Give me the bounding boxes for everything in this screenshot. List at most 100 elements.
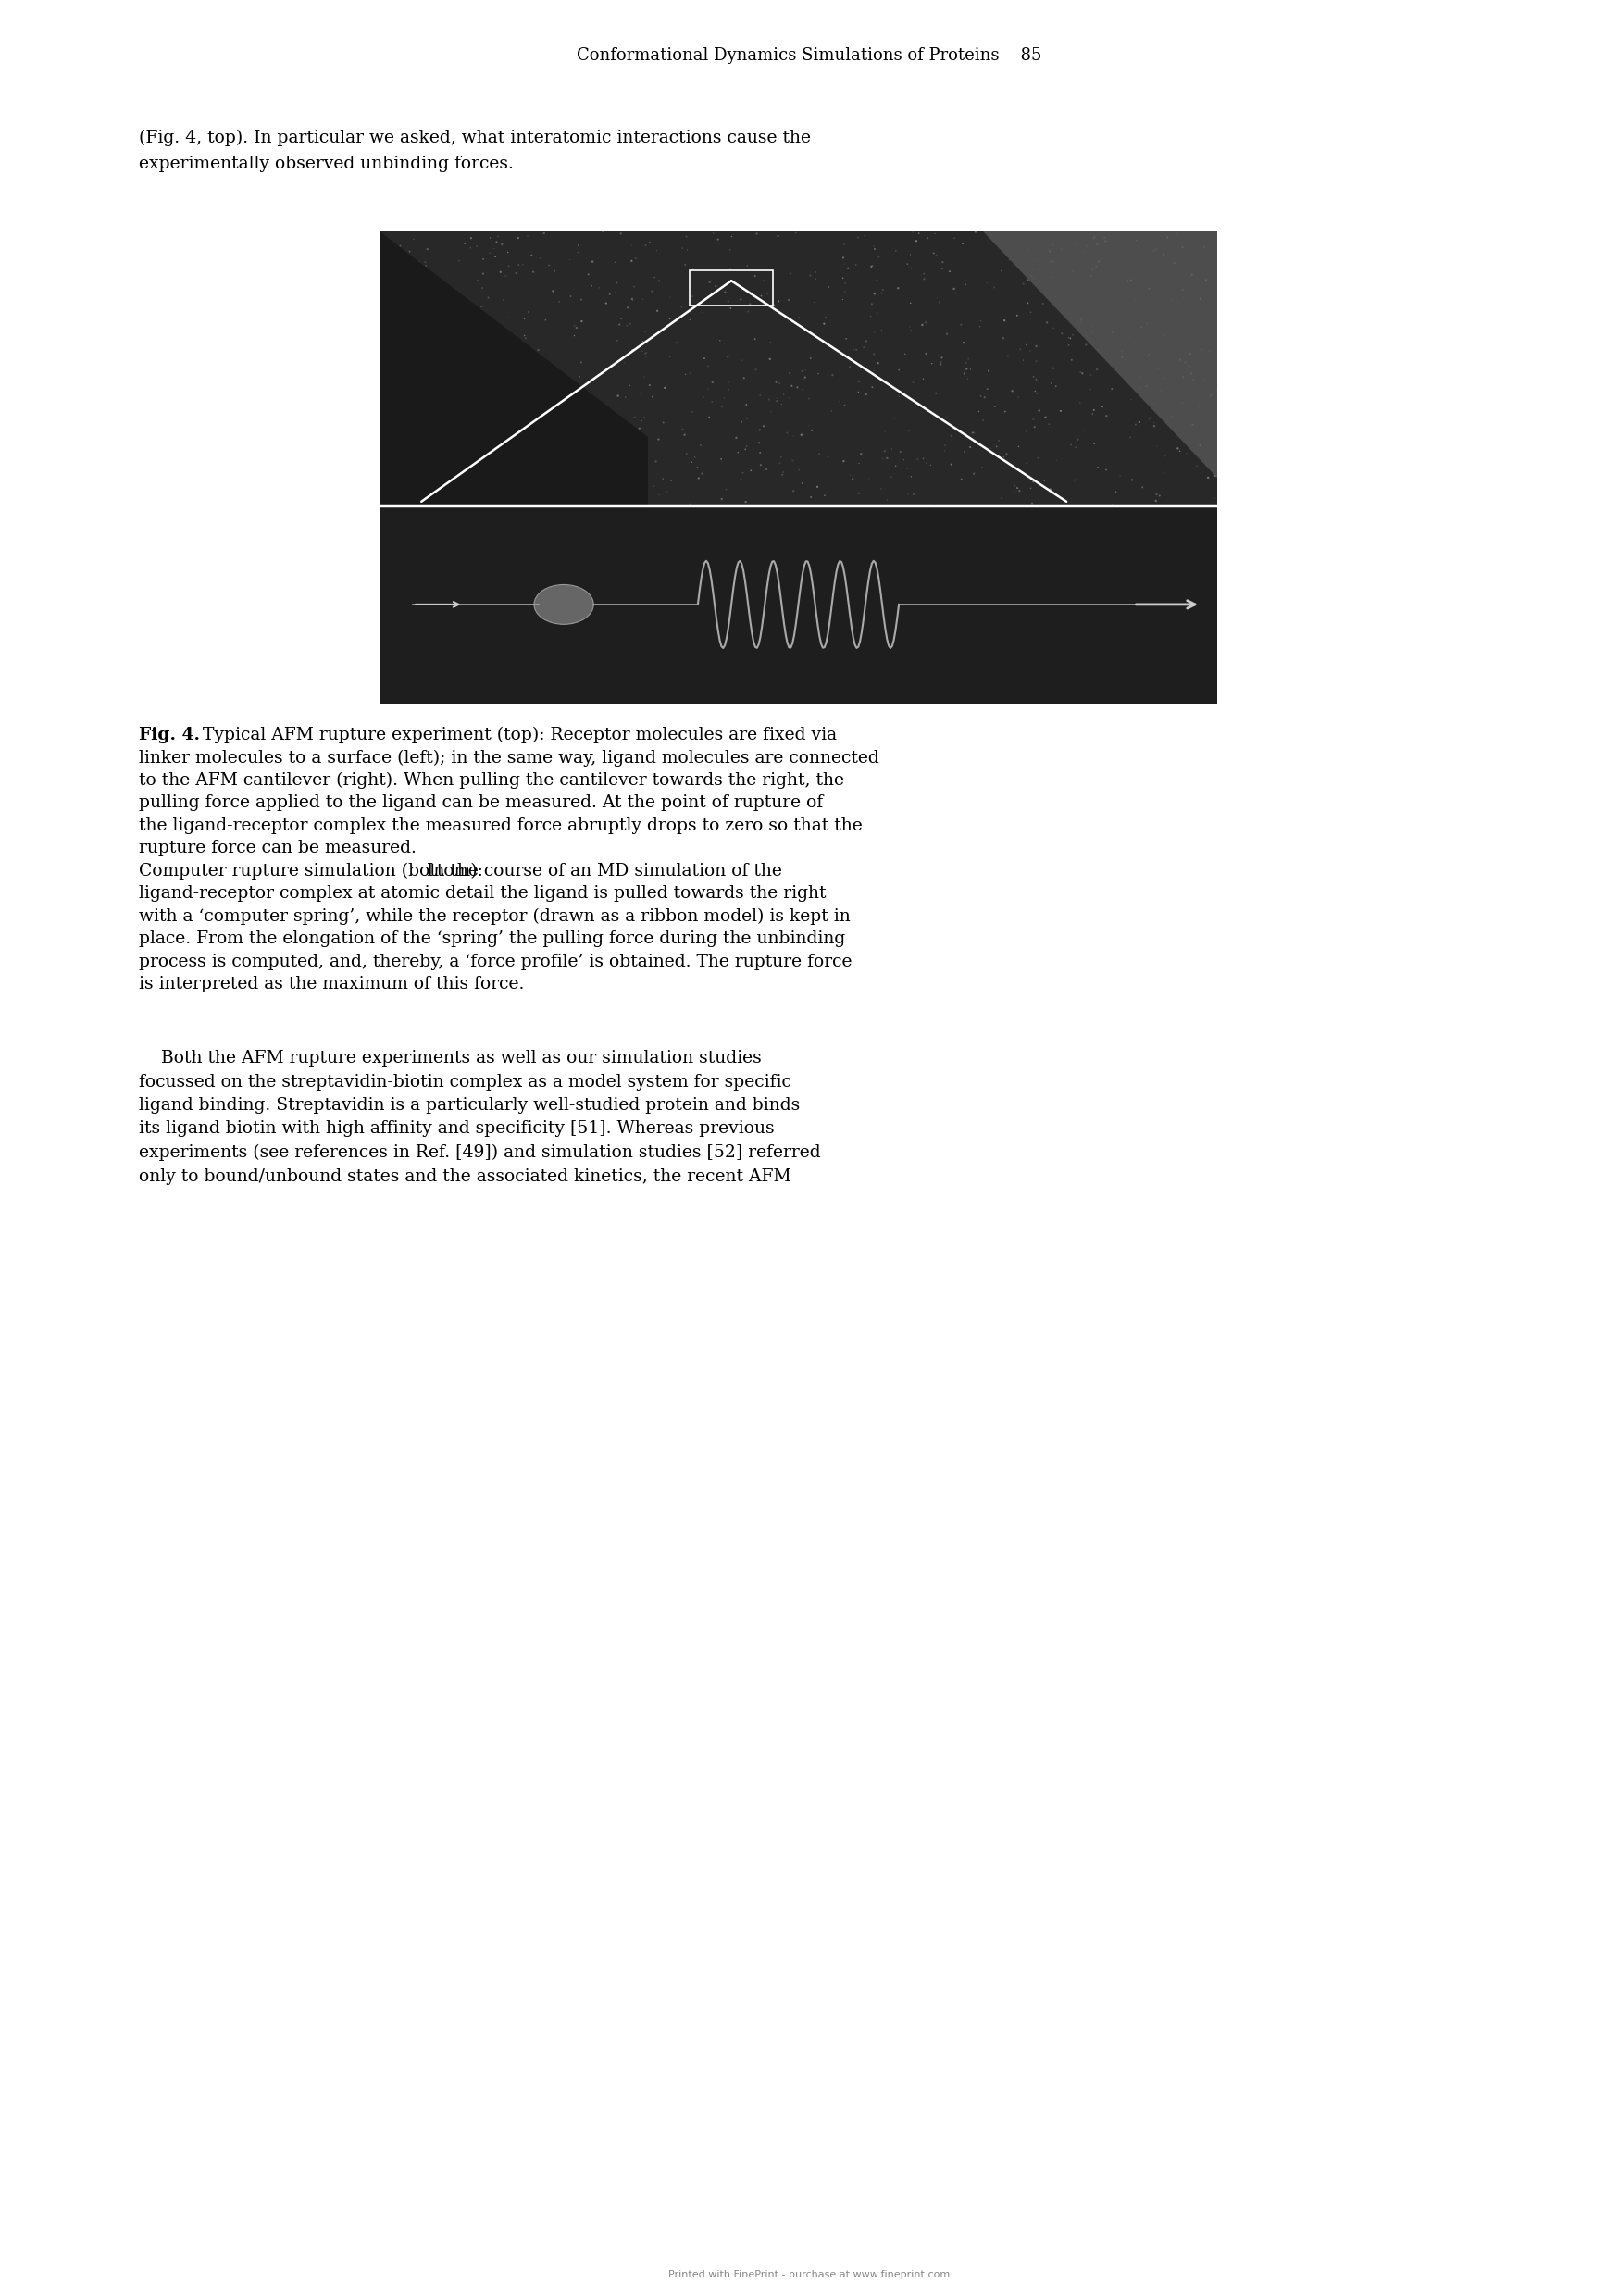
- Point: [733, 484, 759, 521]
- Point: [911, 259, 937, 296]
- Point: [1146, 351, 1171, 388]
- Point: [374, 360, 400, 397]
- Point: [680, 443, 705, 480]
- Point: [1010, 266, 1036, 303]
- Point: [437, 466, 463, 503]
- Point: [1110, 340, 1136, 377]
- Text: ligand-receptor complex at atomic detail the ligand is pulled towards the right: ligand-receptor complex at atomic detail…: [139, 886, 827, 902]
- Point: [1058, 319, 1084, 356]
- Point: [413, 248, 438, 285]
- Point: [1170, 230, 1196, 266]
- Point: [712, 326, 738, 363]
- Point: [576, 255, 602, 292]
- Point: [927, 285, 953, 321]
- Text: Conformational Dynamics Simulations of Proteins    85: Conformational Dynamics Simulations of P…: [576, 48, 1042, 64]
- Point: [1176, 347, 1202, 383]
- Point: [534, 439, 560, 475]
- Point: [961, 413, 987, 450]
- Point: [1039, 243, 1065, 280]
- Point: [714, 471, 739, 507]
- Point: [1005, 296, 1031, 333]
- Point: [981, 269, 1006, 305]
- Point: [1048, 393, 1074, 429]
- Point: [616, 367, 642, 404]
- Point: [594, 388, 620, 425]
- Point: [371, 241, 396, 278]
- Point: [646, 262, 671, 298]
- Point: [547, 282, 573, 319]
- Point: [830, 259, 856, 296]
- Point: [896, 308, 922, 344]
- Point: [536, 468, 561, 505]
- Point: [938, 445, 964, 482]
- Point: [594, 285, 620, 321]
- Point: [451, 363, 477, 400]
- Point: [948, 461, 974, 498]
- Point: [1144, 427, 1170, 464]
- Point: [673, 218, 699, 255]
- Point: [471, 429, 497, 466]
- Point: [1021, 259, 1047, 296]
- Point: [748, 445, 773, 482]
- Point: [477, 234, 503, 271]
- Point: [1163, 216, 1189, 253]
- Point: [565, 234, 591, 271]
- Point: [1021, 402, 1047, 439]
- Point: [1014, 285, 1040, 321]
- Point: [1180, 406, 1205, 443]
- Point: [735, 294, 760, 331]
- Point: [479, 354, 505, 390]
- Point: [914, 393, 940, 429]
- Point: [778, 367, 804, 404]
- Point: [1032, 400, 1058, 436]
- Point: [602, 273, 628, 310]
- Point: [981, 250, 1006, 287]
- Point: [777, 379, 803, 416]
- Text: the ligand-receptor complex the measured force abruptly drops to zero so that th: the ligand-receptor complex the measured…: [139, 817, 862, 833]
- Point: [650, 404, 676, 441]
- Point: [1037, 259, 1063, 296]
- Point: [885, 269, 911, 305]
- Point: [1152, 317, 1178, 354]
- Point: [435, 459, 461, 496]
- Point: [1044, 367, 1069, 404]
- Point: [862, 230, 888, 266]
- Point: [833, 319, 859, 356]
- Point: [1188, 427, 1214, 464]
- Point: [728, 280, 754, 317]
- Point: [906, 216, 932, 253]
- Point: [400, 429, 426, 466]
- Point: [409, 452, 435, 489]
- Point: [780, 443, 806, 480]
- Point: [1078, 257, 1103, 294]
- Point: [738, 285, 764, 321]
- Point: [966, 393, 992, 429]
- Point: [872, 413, 898, 450]
- Point: [1142, 386, 1168, 422]
- Point: [1074, 227, 1100, 264]
- Point: [869, 276, 895, 312]
- Point: [806, 436, 832, 473]
- Point: [532, 301, 558, 338]
- Point: [602, 243, 628, 280]
- Point: [840, 331, 866, 367]
- Point: [1136, 335, 1162, 372]
- Point: [953, 351, 979, 388]
- Point: [633, 335, 659, 372]
- Point: [644, 232, 670, 269]
- Point: [570, 374, 595, 411]
- Point: [743, 321, 769, 358]
- Point: [422, 338, 448, 374]
- Point: [764, 379, 790, 416]
- Point: [437, 400, 463, 436]
- Point: [1058, 427, 1084, 464]
- Point: [922, 216, 948, 253]
- Point: [916, 487, 942, 523]
- Point: [461, 420, 487, 457]
- Point: [689, 455, 715, 491]
- Point: [864, 262, 890, 298]
- Polygon shape: [380, 232, 647, 505]
- Point: [511, 317, 537, 354]
- Point: [1150, 236, 1176, 273]
- Point: [846, 363, 872, 400]
